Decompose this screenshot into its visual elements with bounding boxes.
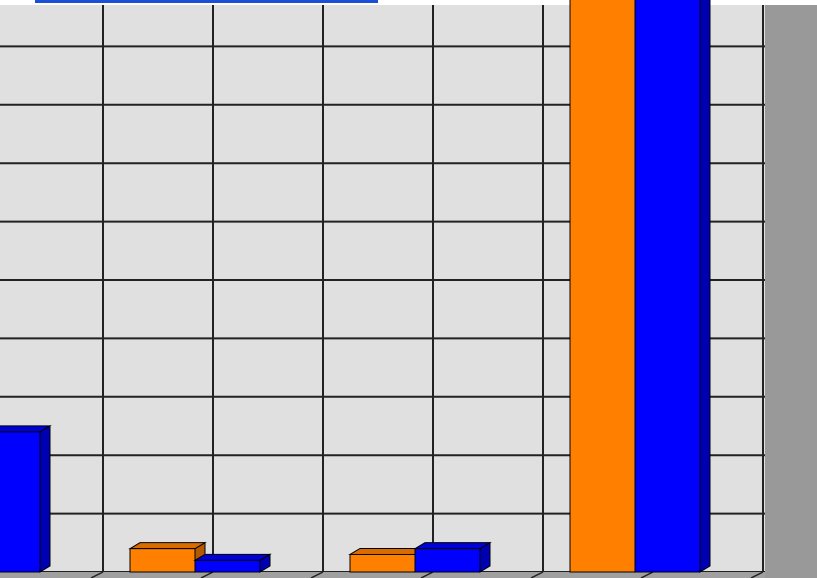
side-wall bbox=[765, 5, 817, 578]
bar bbox=[129, 548, 196, 573]
bar-top bbox=[193, 553, 272, 561]
bar-side bbox=[39, 424, 51, 573]
bar bbox=[414, 548, 481, 573]
bar bbox=[569, 0, 636, 573]
bar-top bbox=[413, 542, 492, 550]
bar-top bbox=[128, 542, 207, 550]
floor-tick bbox=[200, 571, 214, 578]
bars bbox=[0, 0, 711, 573]
floor bbox=[0, 572, 765, 578]
floor-tick bbox=[640, 571, 654, 578]
bar bbox=[634, 0, 701, 573]
bar-top bbox=[348, 547, 427, 555]
bar bbox=[0, 431, 41, 573]
floor-tick bbox=[310, 571, 324, 578]
floor-tick bbox=[530, 571, 544, 578]
floor-tick bbox=[750, 571, 764, 578]
floor-tick bbox=[90, 571, 104, 578]
bar bbox=[194, 559, 261, 573]
link-underline bbox=[35, 0, 378, 3]
floor-tick bbox=[420, 571, 434, 578]
bar-side bbox=[699, 0, 711, 573]
bar bbox=[349, 553, 416, 573]
